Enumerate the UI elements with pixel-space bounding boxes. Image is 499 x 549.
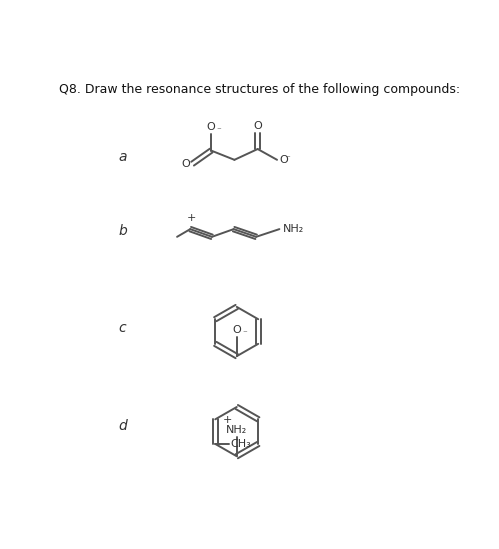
Text: +: + xyxy=(186,213,196,223)
Text: ⁻: ⁻ xyxy=(242,329,247,338)
Text: NH₂: NH₂ xyxy=(283,224,304,234)
Text: Q8. Draw the resonance structures of the following compounds:: Q8. Draw the resonance structures of the… xyxy=(59,83,461,96)
Text: O: O xyxy=(253,121,262,131)
Text: O: O xyxy=(233,326,241,335)
Text: ⁻: ⁻ xyxy=(217,126,222,135)
Text: O: O xyxy=(207,122,216,132)
Text: c: c xyxy=(118,321,126,335)
Text: CH₃: CH₃ xyxy=(231,439,251,449)
Text: O: O xyxy=(279,155,288,165)
Text: d: d xyxy=(118,419,127,433)
Text: +: + xyxy=(223,414,232,425)
Text: ⁻: ⁻ xyxy=(285,154,290,164)
Text: O: O xyxy=(182,159,190,169)
Text: a: a xyxy=(118,150,127,164)
Text: NH₂: NH₂ xyxy=(226,425,248,435)
Text: b: b xyxy=(118,225,127,238)
